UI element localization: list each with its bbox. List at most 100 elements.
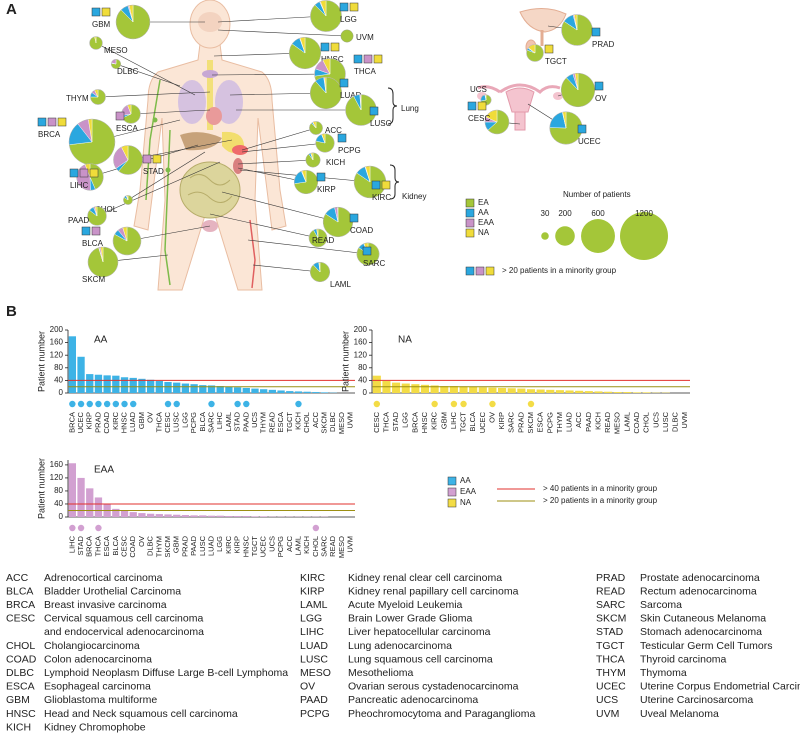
bar xyxy=(536,389,545,393)
abbreviation-name: Lymphoid Neoplasm Diffuse Large B-cell L… xyxy=(44,667,288,679)
pie xyxy=(315,133,335,153)
bar xyxy=(526,389,536,393)
bar xyxy=(411,384,420,393)
marker-dot xyxy=(77,524,85,532)
abbreviation: PRAD xyxy=(596,572,626,584)
y-axis-label: Patient number xyxy=(36,458,46,519)
x-tick-label: ACC xyxy=(285,535,294,551)
x-tick-label: LIHC xyxy=(67,535,76,553)
x-tick-label: READ xyxy=(328,535,337,556)
bar xyxy=(440,386,449,393)
x-tick-label: GBM xyxy=(137,412,146,429)
minority-flag xyxy=(320,42,330,52)
minority-flag xyxy=(91,7,101,17)
x-tick-label: COAD xyxy=(102,411,111,433)
x-tick-label: CHOL xyxy=(302,412,311,433)
pie-outline xyxy=(310,77,342,109)
y-tick-label: 200 xyxy=(50,325,64,334)
bar xyxy=(517,388,526,393)
pie xyxy=(289,37,321,69)
x-tick-label: SARC xyxy=(320,535,329,556)
x-tick-label: UCS xyxy=(267,536,276,552)
pie-outline xyxy=(310,0,342,32)
y-tick-label: 160 xyxy=(50,460,64,469)
pie-label: PRAD xyxy=(592,40,614,49)
minority-flag xyxy=(544,44,554,54)
legend-swatch xyxy=(485,266,495,276)
abbreviation-name: Adrenocortical carcinoma xyxy=(44,572,163,584)
bar xyxy=(575,390,584,393)
bar xyxy=(199,515,207,517)
legend-label: > 20 patients in a minority group xyxy=(543,496,658,505)
x-tick-label: DLBC xyxy=(146,535,155,556)
marker-dot xyxy=(121,400,128,408)
x-tick-label: TGCT xyxy=(285,412,294,433)
pie xyxy=(340,29,354,43)
bar xyxy=(173,382,181,393)
pie-label: BLCA xyxy=(82,239,104,248)
legend-swatch xyxy=(475,266,485,276)
cervix xyxy=(514,111,526,131)
bar xyxy=(77,477,85,517)
bar xyxy=(478,387,487,393)
marker-dot xyxy=(431,400,438,408)
intestine xyxy=(179,161,241,219)
abbreviation: READ xyxy=(596,585,626,597)
x-tick-label: ACC xyxy=(311,411,320,427)
x-tick-label: LGG xyxy=(215,536,224,552)
minority-flag xyxy=(81,226,91,236)
bracket-lung xyxy=(387,87,398,125)
abbreviation: THYM xyxy=(596,667,626,679)
abbreviation: STAD xyxy=(596,626,624,638)
pie-label: STAD xyxy=(143,167,164,176)
pie-outline xyxy=(308,228,328,248)
y-axis-label: Patient number xyxy=(36,331,46,392)
pie-label: CHOL xyxy=(95,205,118,214)
y-tick-label: 160 xyxy=(50,338,64,347)
pie-outline xyxy=(294,170,318,194)
x-tick-label: GBM xyxy=(439,412,448,429)
x-tick-label: UCEC xyxy=(478,411,487,433)
y-tick-label: 0 xyxy=(59,388,64,397)
x-tick-label: UCS xyxy=(651,412,660,428)
x-tick-label: LUAD xyxy=(128,411,137,432)
abbreviation: COAD xyxy=(6,653,37,665)
minority-flag xyxy=(349,2,359,12)
y-tick-label: 120 xyxy=(354,350,368,359)
abbreviation-name: Prostate adenocarcinoma xyxy=(640,572,760,584)
bar xyxy=(138,378,146,393)
bar xyxy=(242,387,250,393)
x-tick-label: ESCA xyxy=(276,412,285,432)
bar xyxy=(320,392,329,393)
bar xyxy=(268,389,277,393)
minority-flag xyxy=(91,226,101,236)
legend-label: EA xyxy=(478,198,489,207)
chart-title: EAA xyxy=(94,465,114,476)
chart-title: NA xyxy=(398,335,412,346)
bar xyxy=(68,463,77,517)
pie-label: PAAD xyxy=(68,216,89,225)
x-tick-label: KIRP xyxy=(233,536,242,554)
minority-flag xyxy=(79,168,89,178)
x-tick-label: PCPG xyxy=(545,412,554,433)
x-tick-label: LGG xyxy=(401,412,410,428)
pie xyxy=(87,246,119,278)
pie xyxy=(90,89,106,105)
pie xyxy=(294,170,318,194)
bar xyxy=(565,390,574,393)
pie xyxy=(353,165,387,199)
x-tick-label: UCEC xyxy=(76,411,85,433)
minority-flag xyxy=(467,101,477,111)
lymph-node xyxy=(165,167,171,173)
pie xyxy=(549,111,583,145)
bar xyxy=(190,384,198,393)
marker-dot xyxy=(527,400,535,408)
abbreviation-name: Head and Neck squamous cell carcinoma xyxy=(44,708,238,720)
abbreviation-name: Kidney Chromophobe xyxy=(44,721,146,733)
marker-dot xyxy=(295,400,302,408)
x-tick-label: LIHC xyxy=(449,411,458,429)
x-tick-label: MESO xyxy=(337,536,346,558)
x-tick-label: KIRP xyxy=(497,412,506,430)
pie-outline xyxy=(309,121,323,135)
abbreviation: LUAD xyxy=(300,640,328,652)
